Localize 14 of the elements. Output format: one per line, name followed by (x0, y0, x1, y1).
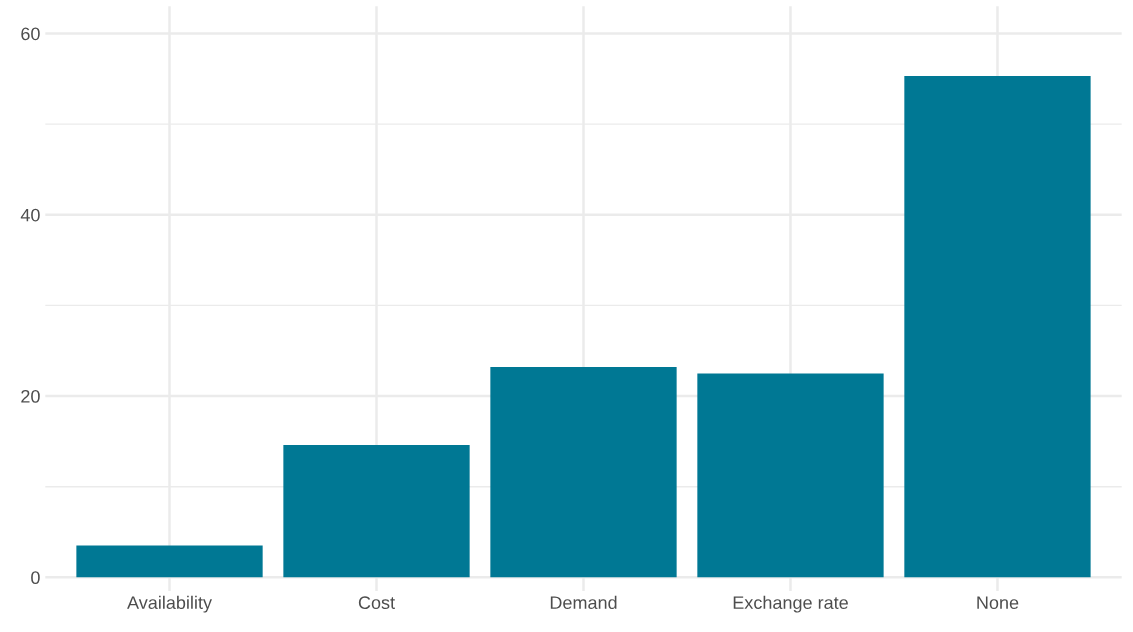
x-tick-label: Cost (358, 596, 395, 610)
y-tick-label: 20 (21, 389, 40, 403)
y-tick-label: 0 (31, 571, 40, 585)
y-tick-label: 60 (21, 27, 40, 41)
x-tick-label: Demand (550, 595, 617, 610)
y-tick-label: 40 (20, 208, 40, 222)
bar (283, 445, 470, 578)
bar (76, 545, 263, 578)
bar (490, 367, 677, 578)
bar (697, 373, 884, 578)
x-tick-label: Availability (127, 595, 212, 613)
bar (904, 76, 1091, 578)
x-tick-label: None (977, 596, 1019, 610)
x-tick-label: Exchange rate (733, 595, 848, 613)
